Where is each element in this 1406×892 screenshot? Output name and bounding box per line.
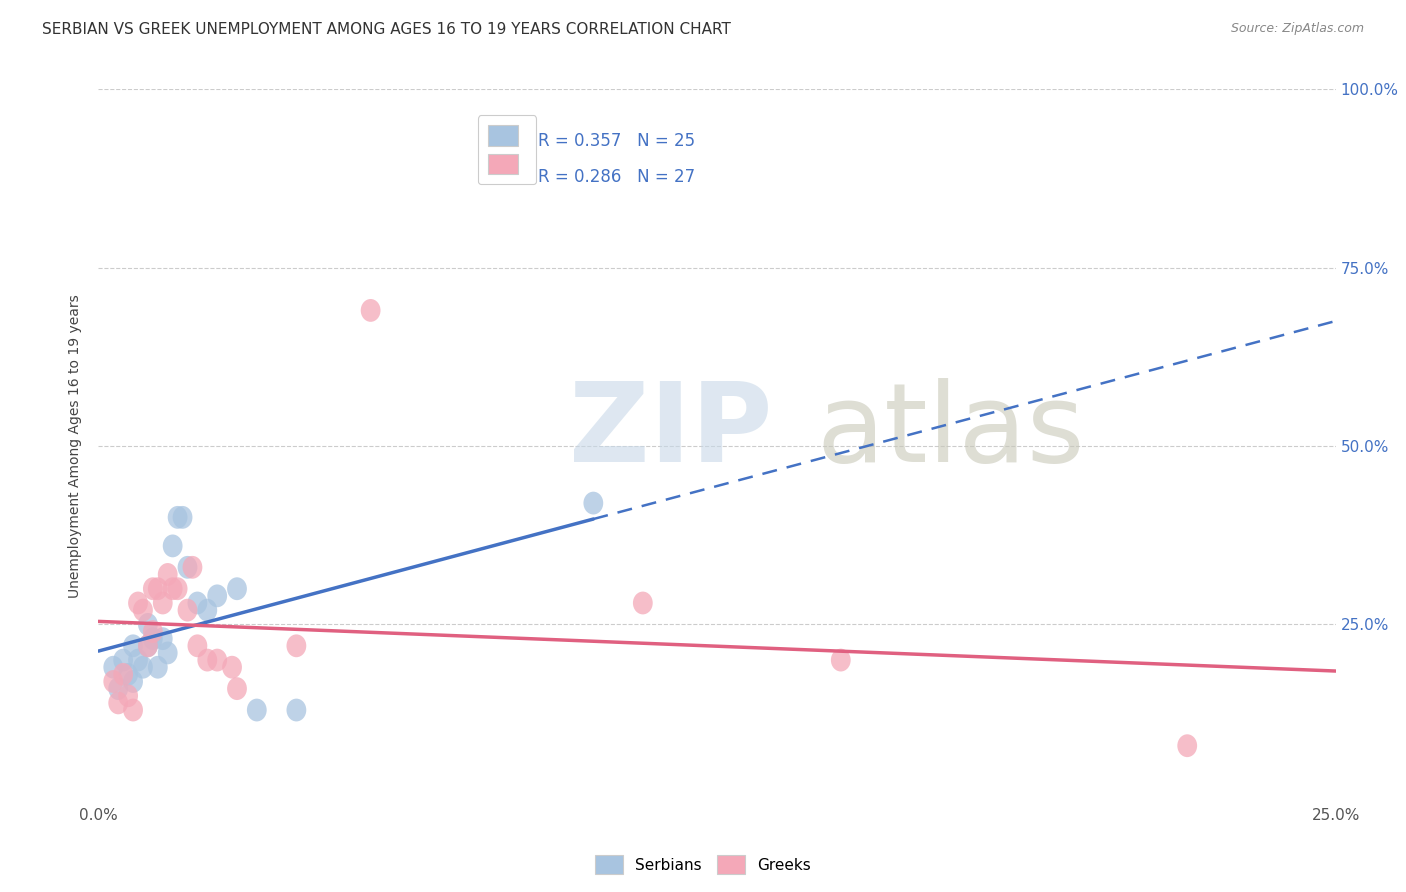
Ellipse shape — [163, 534, 183, 558]
Ellipse shape — [173, 506, 193, 529]
Ellipse shape — [143, 620, 163, 643]
Text: R = 0.357   N = 25: R = 0.357 N = 25 — [537, 132, 695, 150]
Ellipse shape — [167, 577, 187, 600]
Ellipse shape — [177, 556, 197, 579]
Ellipse shape — [361, 299, 381, 322]
Ellipse shape — [228, 577, 247, 600]
Text: R = 0.286   N = 27: R = 0.286 N = 27 — [537, 168, 695, 186]
Ellipse shape — [153, 627, 173, 650]
Ellipse shape — [222, 656, 242, 679]
Ellipse shape — [247, 698, 267, 722]
Ellipse shape — [187, 634, 207, 657]
Ellipse shape — [143, 577, 163, 600]
Ellipse shape — [163, 577, 183, 600]
Text: Source: ZipAtlas.com: Source: ZipAtlas.com — [1230, 22, 1364, 36]
Ellipse shape — [207, 648, 228, 672]
Ellipse shape — [128, 591, 148, 615]
Text: SERBIAN VS GREEK UNEMPLOYMENT AMONG AGES 16 TO 19 YEARS CORRELATION CHART: SERBIAN VS GREEK UNEMPLOYMENT AMONG AGES… — [42, 22, 731, 37]
Ellipse shape — [183, 556, 202, 579]
Ellipse shape — [108, 677, 128, 700]
Ellipse shape — [831, 648, 851, 672]
Ellipse shape — [287, 634, 307, 657]
Ellipse shape — [104, 656, 124, 679]
Text: atlas: atlas — [815, 378, 1084, 485]
Ellipse shape — [128, 648, 148, 672]
Ellipse shape — [118, 663, 138, 686]
Ellipse shape — [157, 563, 177, 586]
Ellipse shape — [148, 577, 167, 600]
Ellipse shape — [124, 698, 143, 722]
Ellipse shape — [148, 656, 167, 679]
Ellipse shape — [143, 627, 163, 650]
Ellipse shape — [138, 634, 157, 657]
Ellipse shape — [187, 591, 207, 615]
Ellipse shape — [118, 684, 138, 707]
Ellipse shape — [138, 613, 157, 636]
Y-axis label: Unemployment Among Ages 16 to 19 years: Unemployment Among Ages 16 to 19 years — [69, 294, 83, 598]
Ellipse shape — [583, 491, 603, 515]
Ellipse shape — [134, 656, 153, 679]
Ellipse shape — [114, 648, 134, 672]
Ellipse shape — [197, 648, 217, 672]
Ellipse shape — [104, 670, 124, 693]
Ellipse shape — [167, 506, 187, 529]
Ellipse shape — [134, 599, 153, 622]
Ellipse shape — [138, 634, 157, 657]
Ellipse shape — [124, 634, 143, 657]
Ellipse shape — [228, 677, 247, 700]
Ellipse shape — [287, 698, 307, 722]
Ellipse shape — [153, 591, 173, 615]
Ellipse shape — [207, 584, 228, 607]
Ellipse shape — [197, 599, 217, 622]
Ellipse shape — [633, 591, 652, 615]
Legend: , : , — [478, 115, 536, 185]
Text: ZIP: ZIP — [568, 378, 772, 485]
Legend: Serbians, Greeks: Serbians, Greeks — [589, 849, 817, 880]
Ellipse shape — [157, 641, 177, 665]
Ellipse shape — [1177, 734, 1197, 757]
Ellipse shape — [177, 599, 197, 622]
Ellipse shape — [124, 670, 143, 693]
Ellipse shape — [114, 663, 134, 686]
Ellipse shape — [108, 691, 128, 714]
